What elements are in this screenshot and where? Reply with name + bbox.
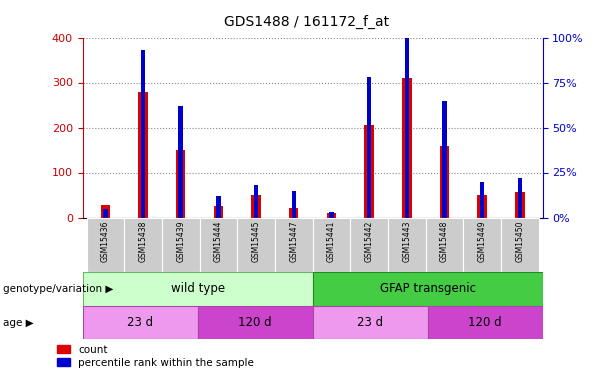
Bar <box>103 209 108 218</box>
Text: GSM15438: GSM15438 <box>139 220 148 262</box>
Bar <box>176 150 186 217</box>
Bar <box>313 272 543 306</box>
Bar <box>292 190 296 217</box>
Bar <box>365 125 374 218</box>
Bar <box>289 208 299 218</box>
Bar <box>83 306 197 339</box>
Text: GSM15450: GSM15450 <box>516 220 524 262</box>
Text: genotype/variation ▶: genotype/variation ▶ <box>3 284 113 294</box>
Text: GSM15449: GSM15449 <box>478 220 487 262</box>
Text: GSM15447: GSM15447 <box>289 220 299 262</box>
Bar <box>402 78 411 218</box>
Text: age ▶: age ▶ <box>3 318 34 327</box>
Text: 23 d: 23 d <box>127 316 153 329</box>
Bar <box>197 306 313 339</box>
Bar <box>124 217 162 272</box>
Text: GSM15444: GSM15444 <box>214 220 223 262</box>
Bar <box>216 196 221 217</box>
Bar <box>254 185 258 218</box>
Bar <box>442 100 447 218</box>
Bar <box>214 206 223 218</box>
Bar <box>428 306 543 339</box>
Bar <box>141 50 145 217</box>
Bar <box>237 217 275 272</box>
Bar <box>275 217 313 272</box>
Text: 23 d: 23 d <box>357 316 383 329</box>
Bar <box>425 217 463 272</box>
Bar <box>178 106 183 218</box>
Bar <box>327 213 336 217</box>
Text: GSM15448: GSM15448 <box>440 220 449 262</box>
Legend: count, percentile rank within the sample: count, percentile rank within the sample <box>57 345 254 368</box>
Text: 120 d: 120 d <box>238 316 272 329</box>
Bar <box>480 182 484 218</box>
Text: GSM15439: GSM15439 <box>176 220 185 262</box>
Bar <box>405 32 409 218</box>
Bar <box>501 217 539 272</box>
Bar <box>139 92 148 218</box>
Text: GSM15445: GSM15445 <box>251 220 261 262</box>
Bar <box>478 195 487 217</box>
Bar <box>388 217 425 272</box>
Bar <box>200 217 237 272</box>
Bar <box>251 195 261 217</box>
Bar <box>367 77 371 218</box>
Text: 120 d: 120 d <box>468 316 502 329</box>
Bar <box>517 178 522 218</box>
Text: GSM15443: GSM15443 <box>402 220 411 262</box>
Text: wild type: wild type <box>170 282 225 295</box>
Text: GSM15436: GSM15436 <box>101 220 110 262</box>
Text: GDS1488 / 161172_f_at: GDS1488 / 161172_f_at <box>224 15 389 29</box>
Text: GSM15441: GSM15441 <box>327 220 336 262</box>
Bar <box>515 192 525 217</box>
Bar <box>329 212 333 217</box>
Bar <box>101 205 110 218</box>
Bar <box>86 217 124 272</box>
Bar <box>440 146 449 218</box>
Bar <box>463 217 501 272</box>
Text: GFAP transgenic: GFAP transgenic <box>379 282 476 295</box>
Bar <box>162 217 200 272</box>
Bar <box>313 217 350 272</box>
Text: GSM15442: GSM15442 <box>365 220 374 262</box>
Bar <box>83 272 313 306</box>
Bar <box>350 217 388 272</box>
Bar <box>313 306 428 339</box>
